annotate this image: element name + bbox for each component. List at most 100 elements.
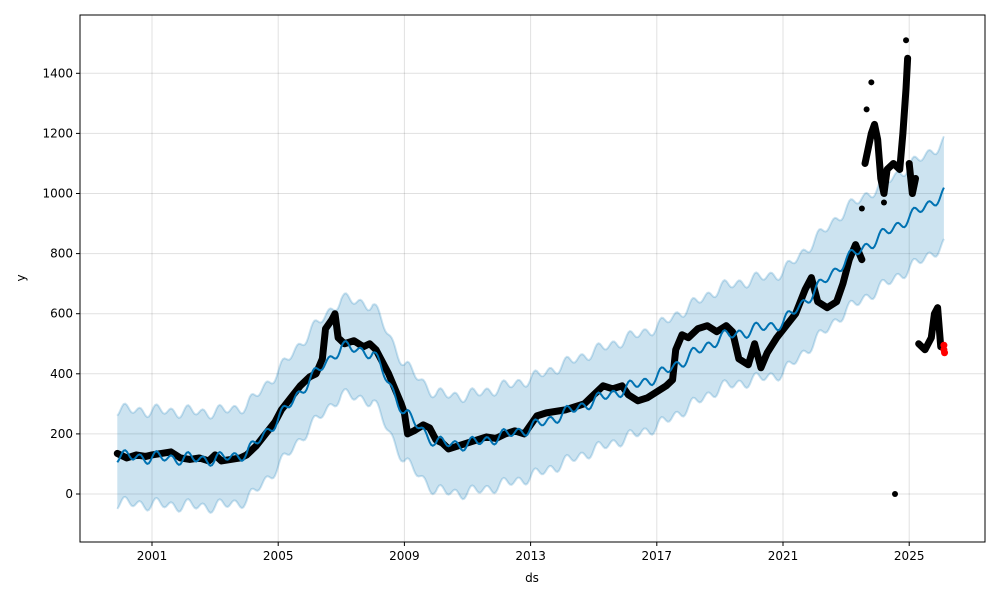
observed-point	[313, 370, 320, 377]
observed-point	[319, 355, 326, 362]
highlighted-point	[940, 341, 948, 349]
observed-point	[745, 361, 752, 368]
observed-point	[723, 322, 730, 329]
observed-point	[543, 409, 550, 416]
observed-point	[694, 325, 701, 332]
observed-point	[868, 130, 875, 137]
observed-point	[915, 340, 922, 347]
observed-point	[663, 382, 670, 389]
observed-point	[931, 310, 938, 317]
observed-point	[331, 310, 338, 317]
observed-point	[552, 408, 559, 415]
observed-point	[426, 424, 433, 431]
observed-point	[669, 376, 676, 383]
observed-point	[445, 445, 452, 452]
observed-point	[808, 274, 815, 281]
observed-point	[871, 121, 878, 128]
observed-point	[729, 328, 736, 335]
observed-point	[366, 340, 373, 347]
observed-point	[912, 175, 919, 182]
observed-outlier-point	[903, 37, 910, 44]
observed-point	[874, 136, 881, 143]
observed-point	[322, 325, 329, 332]
y-tick-label: 400	[50, 367, 73, 381]
observed-point	[865, 145, 872, 152]
observed-point	[398, 400, 405, 407]
lower-bound-line	[116, 238, 945, 515]
observed-point	[735, 355, 742, 362]
observed-point	[328, 316, 335, 323]
observed-point	[123, 454, 130, 461]
observed-point	[167, 448, 174, 455]
observed-point	[600, 382, 607, 389]
observed-point	[350, 337, 357, 344]
x-tick-label: 2009	[389, 549, 420, 563]
x-tick-label: 2017	[642, 549, 673, 563]
x-tick-label: 2001	[137, 549, 168, 563]
axis-ticks: 2001 2005 2009 2013 2017 2021 2025 0 200 400 600 80…	[42, 66, 924, 563]
plot-background	[80, 15, 985, 542]
observed-outlier-point	[892, 491, 899, 497]
observed-point	[713, 328, 720, 335]
observed-point	[218, 457, 225, 464]
observed-point	[644, 394, 651, 401]
observed-point	[903, 85, 910, 92]
observed-point	[751, 340, 758, 347]
observed-point	[877, 175, 884, 182]
observed-point	[142, 453, 149, 460]
observed-point	[928, 334, 935, 341]
observed-point	[287, 394, 294, 401]
observed-point	[410, 427, 417, 434]
observed-point	[852, 241, 859, 248]
observed-point	[846, 256, 853, 263]
observed-point	[385, 370, 392, 377]
observed-point	[783, 322, 790, 329]
observed-point	[297, 382, 304, 389]
observed-point	[906, 160, 913, 167]
y-axis-label: y	[14, 274, 28, 281]
observed-points	[113, 37, 945, 497]
grid	[80, 15, 985, 542]
highlighted-point	[941, 349, 949, 357]
observed-point	[896, 166, 903, 173]
y-tick-label: 600	[50, 307, 73, 321]
observed-point	[839, 280, 846, 287]
observed-point	[685, 334, 692, 341]
observed-point	[858, 256, 865, 263]
upper-bound-line	[116, 135, 945, 420]
observed-point	[833, 298, 840, 305]
x-tick-label: 2025	[894, 549, 925, 563]
observed-point	[757, 364, 764, 371]
observed-point	[764, 349, 771, 356]
observed-point	[672, 346, 679, 353]
observed-outlier-point	[863, 106, 870, 113]
observed-point	[335, 334, 342, 341]
observed-point	[420, 421, 427, 428]
observed-point	[619, 382, 626, 389]
yhat-line	[116, 187, 945, 467]
observed-point	[862, 160, 869, 167]
observed-point	[880, 190, 887, 197]
observed-point	[114, 450, 121, 457]
plot-frame	[79, 14, 986, 543]
observed-outlier-point	[868, 79, 875, 86]
observed-point	[909, 190, 916, 197]
y-tick-label: 800	[50, 247, 73, 261]
observed-point	[802, 286, 809, 293]
x-tick-label: 2021	[768, 549, 799, 563]
observed-point	[824, 304, 831, 311]
observed-point	[653, 388, 660, 395]
observed-point	[404, 430, 411, 437]
observed-outlier-point	[858, 205, 865, 212]
observed-point	[704, 322, 711, 329]
observed-point	[634, 397, 641, 404]
observed-point	[884, 166, 891, 173]
observed-point	[625, 391, 632, 398]
highlighted-points	[940, 341, 949, 357]
forecast-line	[116, 187, 945, 467]
observed-outlier-point	[880, 199, 887, 206]
observed-point	[921, 346, 928, 353]
observed-point	[934, 304, 941, 311]
observed-point	[177, 454, 184, 461]
